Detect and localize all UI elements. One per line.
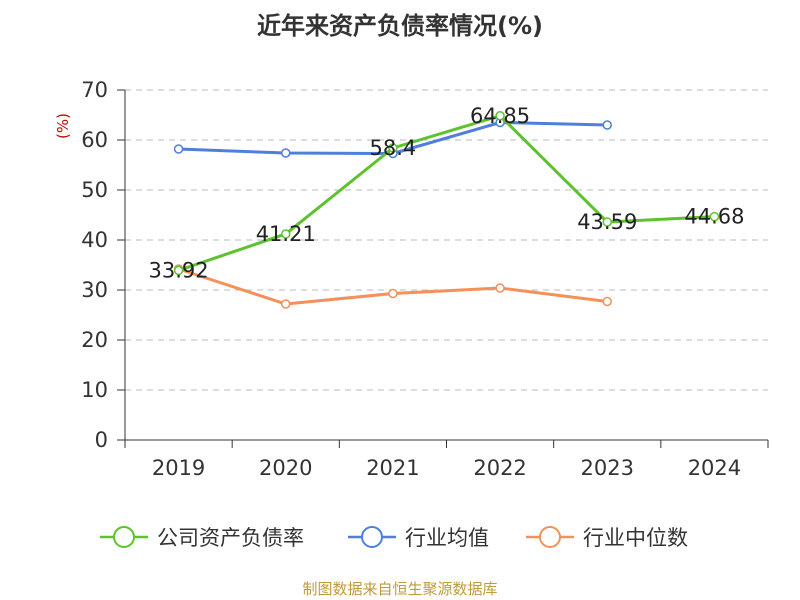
data-label: 43.59 xyxy=(577,210,637,234)
axes: 0 10 20 30 40 50 60 70 (%) 2019 2020 2021 2022 2023 20… xyxy=(54,78,769,480)
data-point xyxy=(709,211,720,222)
data-label: 41.21 xyxy=(256,222,316,246)
y-tick-label: 30 xyxy=(81,278,108,302)
y-tick-label: 60 xyxy=(81,128,108,152)
data-point xyxy=(495,111,505,121)
y-tick-label: 20 xyxy=(81,328,108,352)
legend-label: 公司资产负债率 xyxy=(157,526,304,550)
data-label: 64.85 xyxy=(470,104,530,128)
data-point xyxy=(388,143,398,153)
legend-label: 行业中位数 xyxy=(583,526,688,550)
y-axis-label: (%) xyxy=(54,113,72,139)
x-tick-label: 2023 xyxy=(581,456,634,480)
y-tick-label: 50 xyxy=(81,178,108,202)
legend-marker xyxy=(113,526,135,548)
y-tick-label: 10 xyxy=(81,378,108,402)
y-tick-label: 0 xyxy=(95,428,108,452)
data-point xyxy=(602,217,612,227)
data-point xyxy=(602,120,612,130)
data-label: 44.68 xyxy=(684,205,744,229)
data-labels: 33.92 41.21 58.4 64.85 43.59 44.68 xyxy=(149,104,745,283)
series-line xyxy=(178,114,715,272)
x-tick-label: 2022 xyxy=(473,456,526,480)
x-tick-label: 2020 xyxy=(259,456,312,480)
legend: 公司资产负债率 行业均值 行业中位数 xyxy=(100,526,688,550)
grid-lines xyxy=(125,89,768,391)
chart-title: 近年来资产负债率情况(%) xyxy=(257,12,543,40)
data-point xyxy=(173,265,184,276)
data-point xyxy=(388,288,398,299)
y-tick-label: 40 xyxy=(81,228,108,252)
source-note: 制图数据来自恒生聚源数据库 xyxy=(302,580,498,598)
data-label: 58.4 xyxy=(370,136,417,160)
legend-label: 行业均值 xyxy=(405,526,489,550)
series-lines xyxy=(173,111,720,309)
series-line xyxy=(178,267,608,306)
x-tick-label: 2019 xyxy=(152,456,205,480)
data-point xyxy=(281,229,291,239)
data-point xyxy=(281,299,291,309)
data-label: 33.92 xyxy=(149,258,209,282)
y-tick-label: 70 xyxy=(81,78,108,102)
legend-marker xyxy=(539,526,561,548)
legend-marker xyxy=(361,526,383,548)
x-tick-label: 2021 xyxy=(366,456,419,480)
x-tick-label: 2024 xyxy=(688,456,741,480)
data-point xyxy=(281,148,291,158)
data-point xyxy=(495,283,505,293)
data-point xyxy=(173,144,184,154)
data-point xyxy=(602,296,612,307)
